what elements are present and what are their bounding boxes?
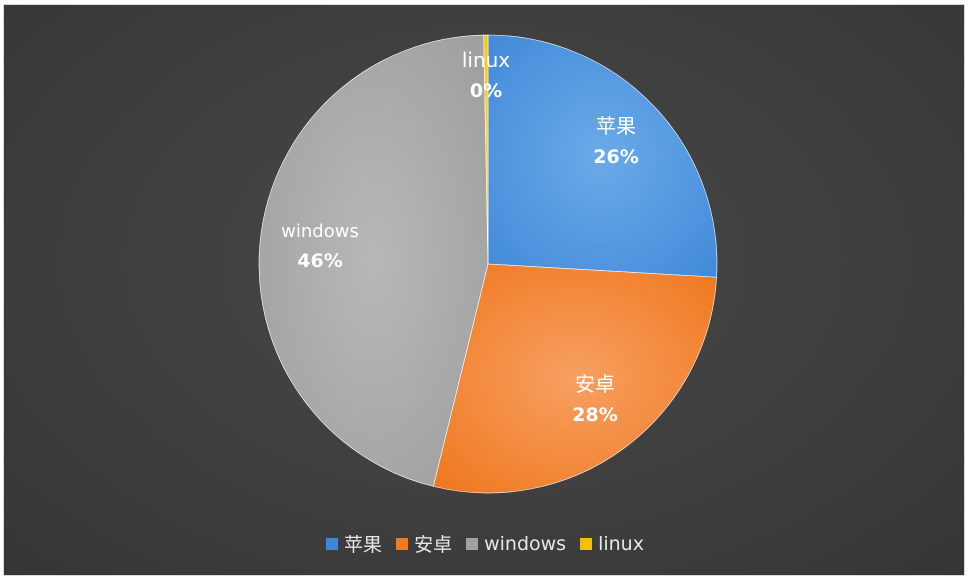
legend-item-windows: windows [466,533,566,555]
data-label-category: 安卓 [575,372,615,396]
pie-slices [258,34,718,494]
pie-slice-安卓 [432,263,717,494]
legend-swatch [580,537,593,550]
data-label-percent: 46% [297,250,342,272]
pie-slice-windows [258,34,489,487]
pie-chart: 苹果 26% 安卓 28% windows 46% linux 0% [258,34,718,494]
legend-swatch [396,537,409,550]
legend-label: linux [598,532,644,555]
legend-label: 安卓 [414,534,453,556]
chart-frame: 苹果 26% 安卓 28% windows 46% linux 0% 苹果 安卓 windows l… [3,4,965,576]
legend-label: windows [484,532,567,555]
legend-item-linux: linux [580,533,644,555]
data-label-category: linux [462,48,510,72]
data-label-windows: windows 46% [281,221,359,272]
legend: 苹果 安卓 windows linux [4,530,966,557]
legend-label: 苹果 [344,534,383,556]
data-label-percent: 28% [572,404,617,426]
data-label-category: windows [281,221,359,242]
legend-swatch [466,537,479,550]
data-label-percent: 26% [593,146,638,168]
data-label-linux: linux 0% [462,48,510,102]
data-label-percent: 0% [470,80,502,102]
data-label-category: 苹果 [596,114,636,138]
data-label-苹果: 苹果 26% [593,114,638,168]
legend-item-苹果: 苹果 [326,530,382,557]
pie-slice-linux [483,34,489,265]
pie-labels: 苹果 26% 安卓 28% windows 46% linux 0% [281,48,639,426]
data-label-安卓: 安卓 28% [572,372,617,426]
legend-item-安卓: 安卓 [396,530,452,557]
legend-swatch [326,537,339,550]
pie-slice-苹果 [487,34,718,278]
